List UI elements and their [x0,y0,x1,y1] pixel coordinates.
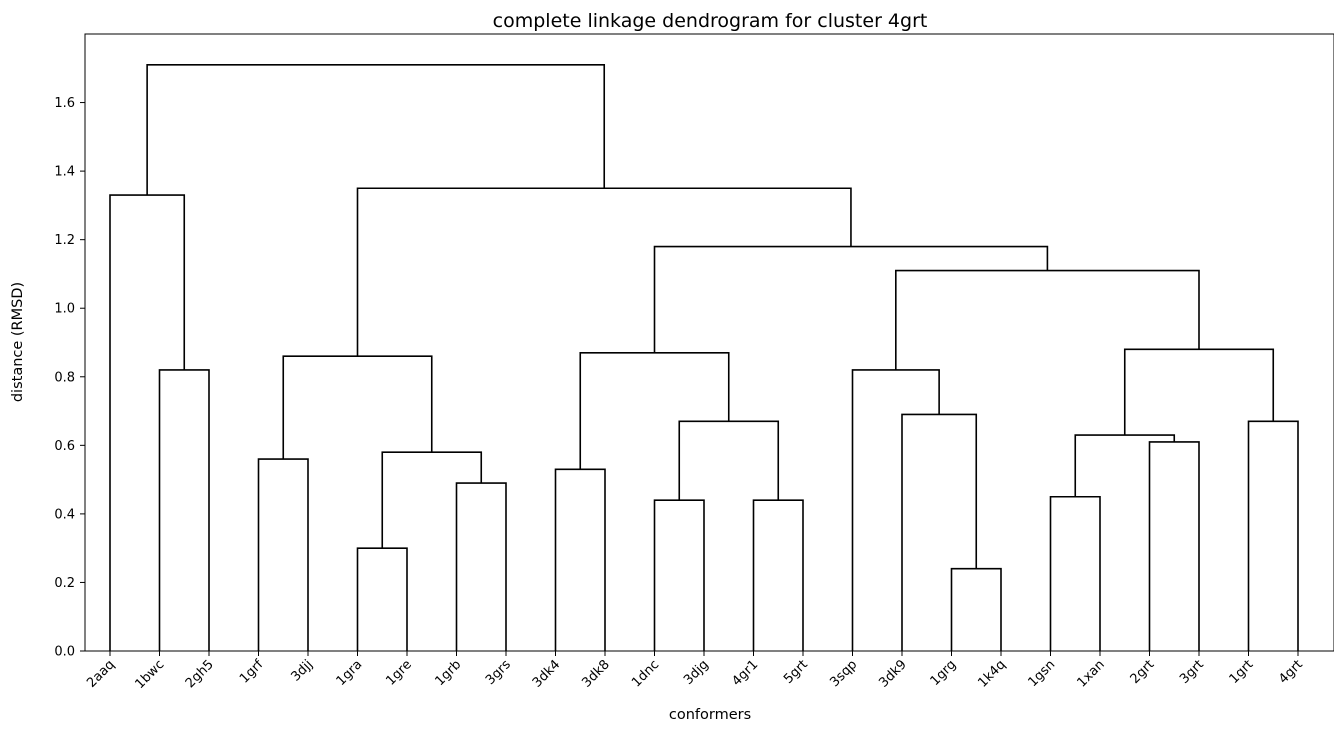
y-tick-label: 1.0 [54,302,75,317]
dendrogram-link [1247,420,1299,651]
dendrogram-link [356,547,408,651]
leaf-label-1gre: 1gre [383,657,415,689]
dendrogram-link [895,269,1200,370]
leaf-label-1xan: 1xan [1074,657,1107,690]
chart-title: complete linkage dendrogram for cluster … [493,10,928,32]
dendrogram-link [146,64,606,196]
leaf-label-3dk8: 3dk8 [579,657,612,690]
leaf-label-1bwc: 1bwc [132,657,167,692]
dendrogram-link [1148,441,1200,651]
leaf-label-4grt: 4grt [1276,657,1306,687]
leaf-label-1grt: 1grt [1227,657,1257,687]
y-tick-label: 0.8 [54,370,75,385]
dendrogram-link [158,369,210,651]
leaf-label-1k4q: 1k4q [975,657,1008,690]
y-tick-label: 0.4 [54,507,75,522]
leaf-label-3grt: 3grt [1177,657,1207,687]
leaf-label-1grb: 1grb [432,657,464,689]
dendrogram-link [1049,495,1101,651]
dendrogram-link [109,194,186,651]
leaf-label-1dnc: 1dnc [629,657,662,690]
y-tick-label: 0.2 [54,576,75,591]
leaf-label-2gh5: 2gh5 [183,657,217,691]
leaf-label-5grt: 5grt [781,657,811,687]
y-tick-label: 1.4 [54,165,75,180]
leaf-label-3sqp: 3sqp [827,657,860,690]
dendrogram-link [554,468,606,651]
y-tick-label: 0.0 [54,645,75,660]
y-axis: 0.0 0.2 0.4 0.6 0.8 1.0 1.2 1.4 1.6 [54,96,85,660]
x-axis: 2aaq 1bwc 2gh5 1grf 3djj 1gra 1gre 1grb 3grs 3dk4… [84,651,1306,692]
leaf-label-3djg: 3djg [681,657,712,688]
dendrogram-link [851,369,940,651]
leaf-label-3dk9: 3dk9 [876,657,909,690]
dendrogram-links [109,64,1299,651]
leaf-label-1grg: 1grg [928,657,960,689]
dendrogram-link [901,413,978,651]
y-tick-label: 0.6 [54,439,75,454]
dendrogram-link [381,451,483,549]
y-tick-label: 1.2 [54,233,75,248]
dendrogram-link [282,355,433,460]
dendrogram-link [653,499,705,651]
leaf-label-3djj: 3djj [288,657,315,684]
y-tick-label: 1.6 [54,96,75,111]
leaf-label-3dk4: 3dk4 [530,657,563,690]
leaf-label-2grt: 2grt [1128,657,1158,687]
dendrogram-link [653,245,1049,353]
plot-frame [84,33,1334,652]
dendrogram-link [752,499,804,651]
dendrogram-link [678,420,780,501]
leaf-label-3grs: 3grs [483,657,514,688]
dendrogram-link [257,458,309,651]
x-axis-label: conformers [669,707,751,723]
dendrogram-link [356,187,852,357]
leaf-label-1gra: 1gra [334,657,366,689]
leaf-label-2aaq: 2aaq [84,657,118,691]
dendrogram-link [1123,348,1275,436]
dendrogram-link [950,567,1002,651]
leaf-label-1gsn: 1gsn [1025,657,1058,690]
y-axis-label: distance (RMSD) [10,282,26,402]
leaf-label-4gr1: 4gr1 [729,657,761,689]
dendrogram-link [455,482,507,651]
leaf-label-1grf: 1grf [237,657,267,687]
dendrogram-link [579,351,730,470]
dendrogram-link [1074,434,1176,497]
